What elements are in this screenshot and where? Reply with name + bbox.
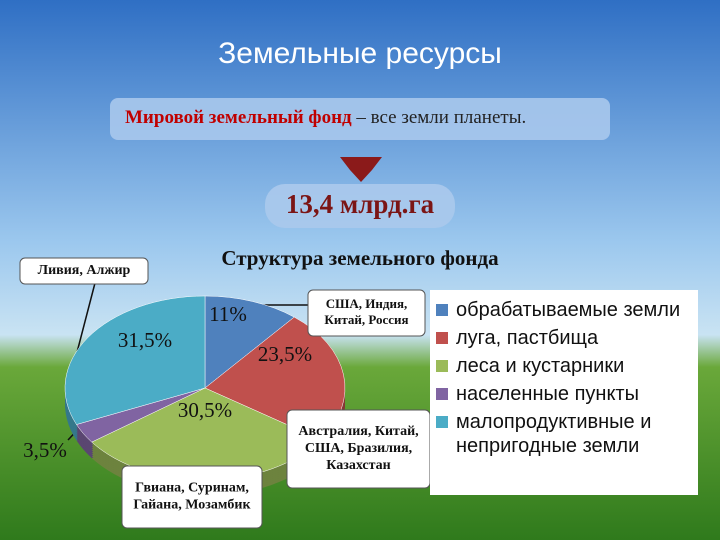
pie-title: Структура земельного фонда bbox=[221, 246, 499, 270]
legend-item: населенные пункты bbox=[436, 382, 692, 406]
total-box bbox=[265, 184, 455, 228]
legend-swatch bbox=[436, 360, 448, 372]
callout-line bbox=[74, 282, 96, 361]
callout-text: США, Индия, bbox=[326, 296, 408, 311]
callout-text: Казахстан bbox=[326, 458, 391, 473]
legend-swatch bbox=[436, 332, 448, 344]
value-label: 31,5% bbox=[118, 328, 172, 352]
callout-text: Гвиана, Суринам, bbox=[135, 481, 249, 496]
legend-item: луга, пастбища bbox=[436, 326, 692, 350]
legend-label: малопродуктивные и непригодные земли bbox=[456, 411, 652, 457]
definition: Мировой земельный фонд – все земли плане… bbox=[125, 107, 526, 128]
value-label: 23,5% bbox=[258, 342, 312, 366]
callout-text: Гайана, Мозамбик bbox=[133, 498, 251, 513]
legend: обрабатываемые земли луга, пастбища леса и… bbox=[430, 290, 698, 495]
callout-box bbox=[121, 465, 263, 529]
value-label: 30,5% bbox=[178, 398, 232, 422]
legend-swatch bbox=[436, 304, 448, 316]
legend-item: обрабатываемые земли bbox=[436, 298, 692, 322]
callout-text: Китай, Россия bbox=[324, 312, 408, 327]
legend-item: леса и кустарники bbox=[436, 354, 692, 378]
callout-box bbox=[19, 257, 149, 285]
legend-label: населенные пункты bbox=[456, 383, 639, 405]
value-label: 11% bbox=[209, 302, 247, 326]
legend-label: леса и кустарники bbox=[456, 355, 625, 377]
definition-term: Мировой земельный фонд bbox=[125, 107, 352, 128]
legend-label: луга, пастбища bbox=[456, 327, 599, 349]
callout-box bbox=[307, 289, 426, 337]
arrow bbox=[340, 157, 382, 182]
callout-text: США, Бразилия, bbox=[305, 441, 412, 456]
slide-title: Земельные ресурсы bbox=[218, 37, 502, 70]
legend-swatch bbox=[436, 388, 448, 400]
value-label: 3,5% bbox=[23, 438, 67, 462]
callout-text: Австралия, Китай, bbox=[298, 424, 418, 439]
legend-swatch bbox=[436, 416, 448, 428]
total: 13,4 млрд.га bbox=[286, 189, 435, 219]
definition-text: – все земли планеты. bbox=[352, 107, 527, 128]
slice bbox=[204, 295, 295, 389]
slice bbox=[64, 295, 206, 425]
callout-text: Ливия, Алжир bbox=[38, 263, 131, 278]
legend-item: малопродуктивные и непригодные земли bbox=[436, 410, 692, 458]
definition-banner bbox=[110, 98, 610, 140]
legend-label: обрабатываемые земли bbox=[456, 299, 681, 321]
